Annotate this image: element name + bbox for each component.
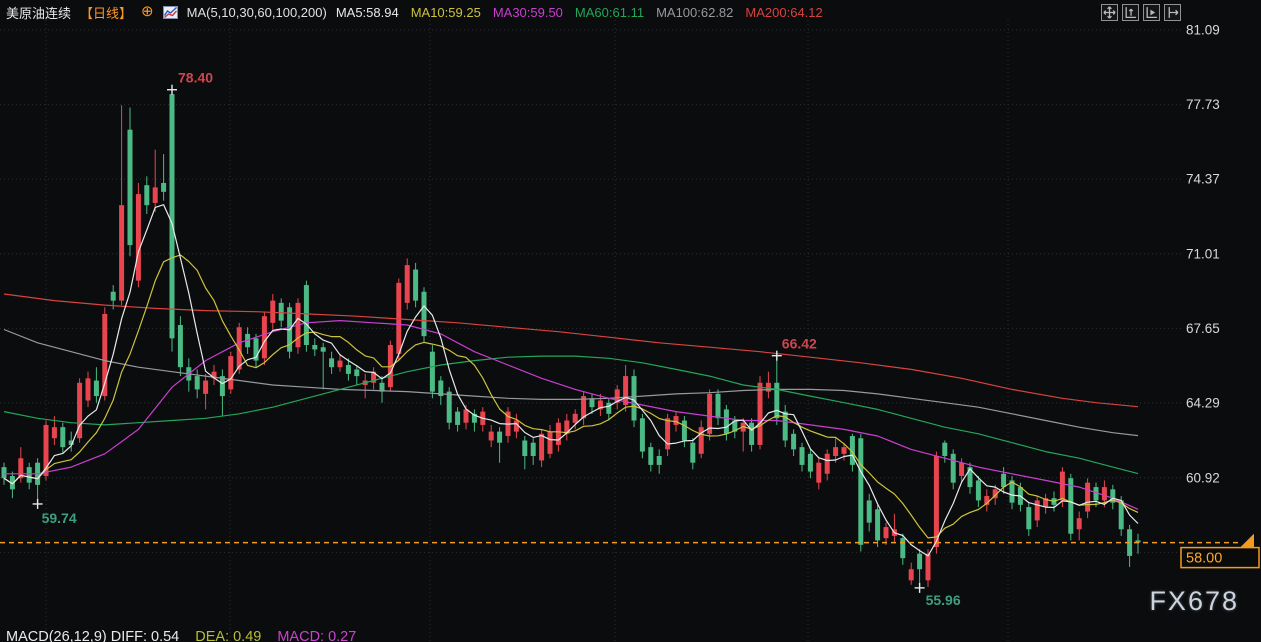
y-axis-label: 60.92 bbox=[1186, 470, 1220, 485]
expand-icon[interactable]: ⊕ bbox=[141, 3, 154, 20]
chart-toolbar bbox=[1101, 4, 1181, 21]
symbol-name: 美原油连续 bbox=[6, 5, 72, 21]
ma-legend-item: MA60:61.11 bbox=[574, 4, 645, 20]
ma-legend-item: MA10:59.25 bbox=[410, 4, 481, 20]
current-price-tag bbox=[1180, 546, 1260, 569]
chart-header: 美原油连续 【日线】 ⊕ MA(5,10,30,60,100,200) MA5:… bbox=[6, 3, 823, 21]
ma-legend-item: MA200:64.12 bbox=[745, 4, 823, 20]
price-annotation: 59.74 bbox=[42, 510, 77, 526]
current-price-tag-label: 58.00 bbox=[1186, 551, 1222, 567]
y-axis-label: 71.01 bbox=[1186, 246, 1220, 261]
mini-chart-icon bbox=[162, 5, 178, 19]
macd-info-row: MACD(26,12,9) DIFF: 0.54 DEA: 0.49 MACD: 0… bbox=[6, 629, 356, 642]
macd-value: DEA: 0.49 bbox=[195, 629, 262, 642]
price-flag-icon bbox=[1240, 533, 1254, 548]
pan-icon[interactable] bbox=[1101, 4, 1118, 21]
price-annotation: 78.40 bbox=[178, 70, 213, 86]
macd-value: MACD(26,12,9) DIFF: 0.54 bbox=[6, 629, 180, 642]
y-axis-label: 67.65 bbox=[1186, 321, 1220, 336]
y-axis-label: 81.09 bbox=[1186, 23, 1220, 38]
price-annotation: 66.42 bbox=[782, 336, 817, 352]
y-axis-label: 77.73 bbox=[1186, 97, 1220, 112]
axis-zoom-up-icon[interactable] bbox=[1122, 4, 1139, 21]
period-label[interactable]: 【日线】 bbox=[80, 5, 133, 21]
y-axis-label: 74.37 bbox=[1186, 172, 1220, 187]
macd-value: MACD: 0.27 bbox=[277, 629, 357, 642]
shift-right-icon[interactable] bbox=[1164, 4, 1181, 21]
axis-play-icon[interactable] bbox=[1143, 4, 1160, 21]
ma-legend: MA5:58.94 MA10:59.25 MA30:59.50 MA60:61.11 M… bbox=[336, 5, 823, 20]
watermark: FX678 bbox=[1149, 586, 1239, 616]
ma-legend-item: MA5:58.94 bbox=[335, 4, 399, 20]
ma-legend-item: MA30:59.50 bbox=[492, 4, 563, 20]
ma-legend-item: MA100:62.82 bbox=[656, 4, 734, 20]
ma-params-label: MA(5,10,30,60,100,200) bbox=[186, 4, 327, 20]
price-annotation: 55.96 bbox=[926, 592, 961, 608]
y-axis-label: 64.29 bbox=[1186, 395, 1220, 410]
